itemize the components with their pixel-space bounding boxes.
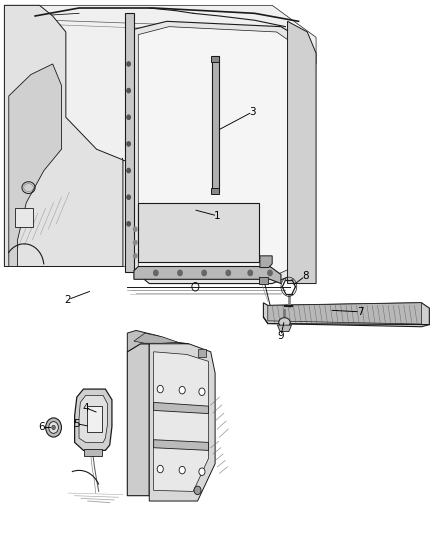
Text: 5: 5 [73,419,80,429]
Polygon shape [258,277,267,284]
Polygon shape [267,303,420,324]
Polygon shape [134,333,177,343]
Circle shape [247,270,252,276]
Polygon shape [210,56,219,62]
Circle shape [157,385,163,393]
Circle shape [127,168,130,173]
Circle shape [198,468,205,475]
Circle shape [127,142,130,146]
Text: 7: 7 [356,307,363,317]
Polygon shape [79,395,107,442]
Circle shape [201,270,206,276]
Polygon shape [87,406,102,432]
Polygon shape [84,449,102,456]
Circle shape [179,466,185,474]
Circle shape [52,425,55,430]
Circle shape [198,388,205,395]
Circle shape [153,270,158,276]
Text: 3: 3 [248,107,255,117]
Circle shape [127,115,130,119]
Polygon shape [277,325,291,332]
Polygon shape [153,352,208,491]
Text: 4: 4 [82,403,89,413]
Circle shape [267,270,272,276]
Text: 9: 9 [277,331,284,341]
Circle shape [46,418,61,437]
Circle shape [179,386,185,394]
Polygon shape [149,341,215,501]
Circle shape [127,222,130,226]
Polygon shape [15,208,33,227]
Polygon shape [127,330,188,352]
Polygon shape [4,5,123,266]
Polygon shape [138,27,294,278]
Text: 2: 2 [64,295,71,304]
Text: 6: 6 [38,423,45,432]
Circle shape [194,486,201,495]
Polygon shape [4,5,315,266]
Circle shape [49,422,58,433]
Circle shape [133,240,137,245]
Circle shape [127,62,130,66]
Circle shape [133,227,137,231]
Circle shape [127,195,130,199]
Polygon shape [134,21,302,284]
Circle shape [157,465,163,473]
Polygon shape [263,303,428,327]
Circle shape [177,270,182,276]
Polygon shape [134,266,280,284]
Polygon shape [197,349,206,357]
Polygon shape [138,203,258,262]
Polygon shape [9,64,61,266]
Polygon shape [259,256,272,268]
Polygon shape [127,344,149,496]
Polygon shape [211,56,218,192]
Circle shape [226,270,230,276]
Circle shape [133,254,137,258]
Polygon shape [153,402,208,414]
Text: 1: 1 [213,211,220,221]
Circle shape [127,88,130,93]
Polygon shape [125,13,134,272]
Polygon shape [287,21,315,284]
Polygon shape [210,188,219,194]
Text: 8: 8 [301,271,308,281]
Polygon shape [153,440,208,450]
Ellipse shape [278,318,290,327]
Polygon shape [74,389,112,450]
